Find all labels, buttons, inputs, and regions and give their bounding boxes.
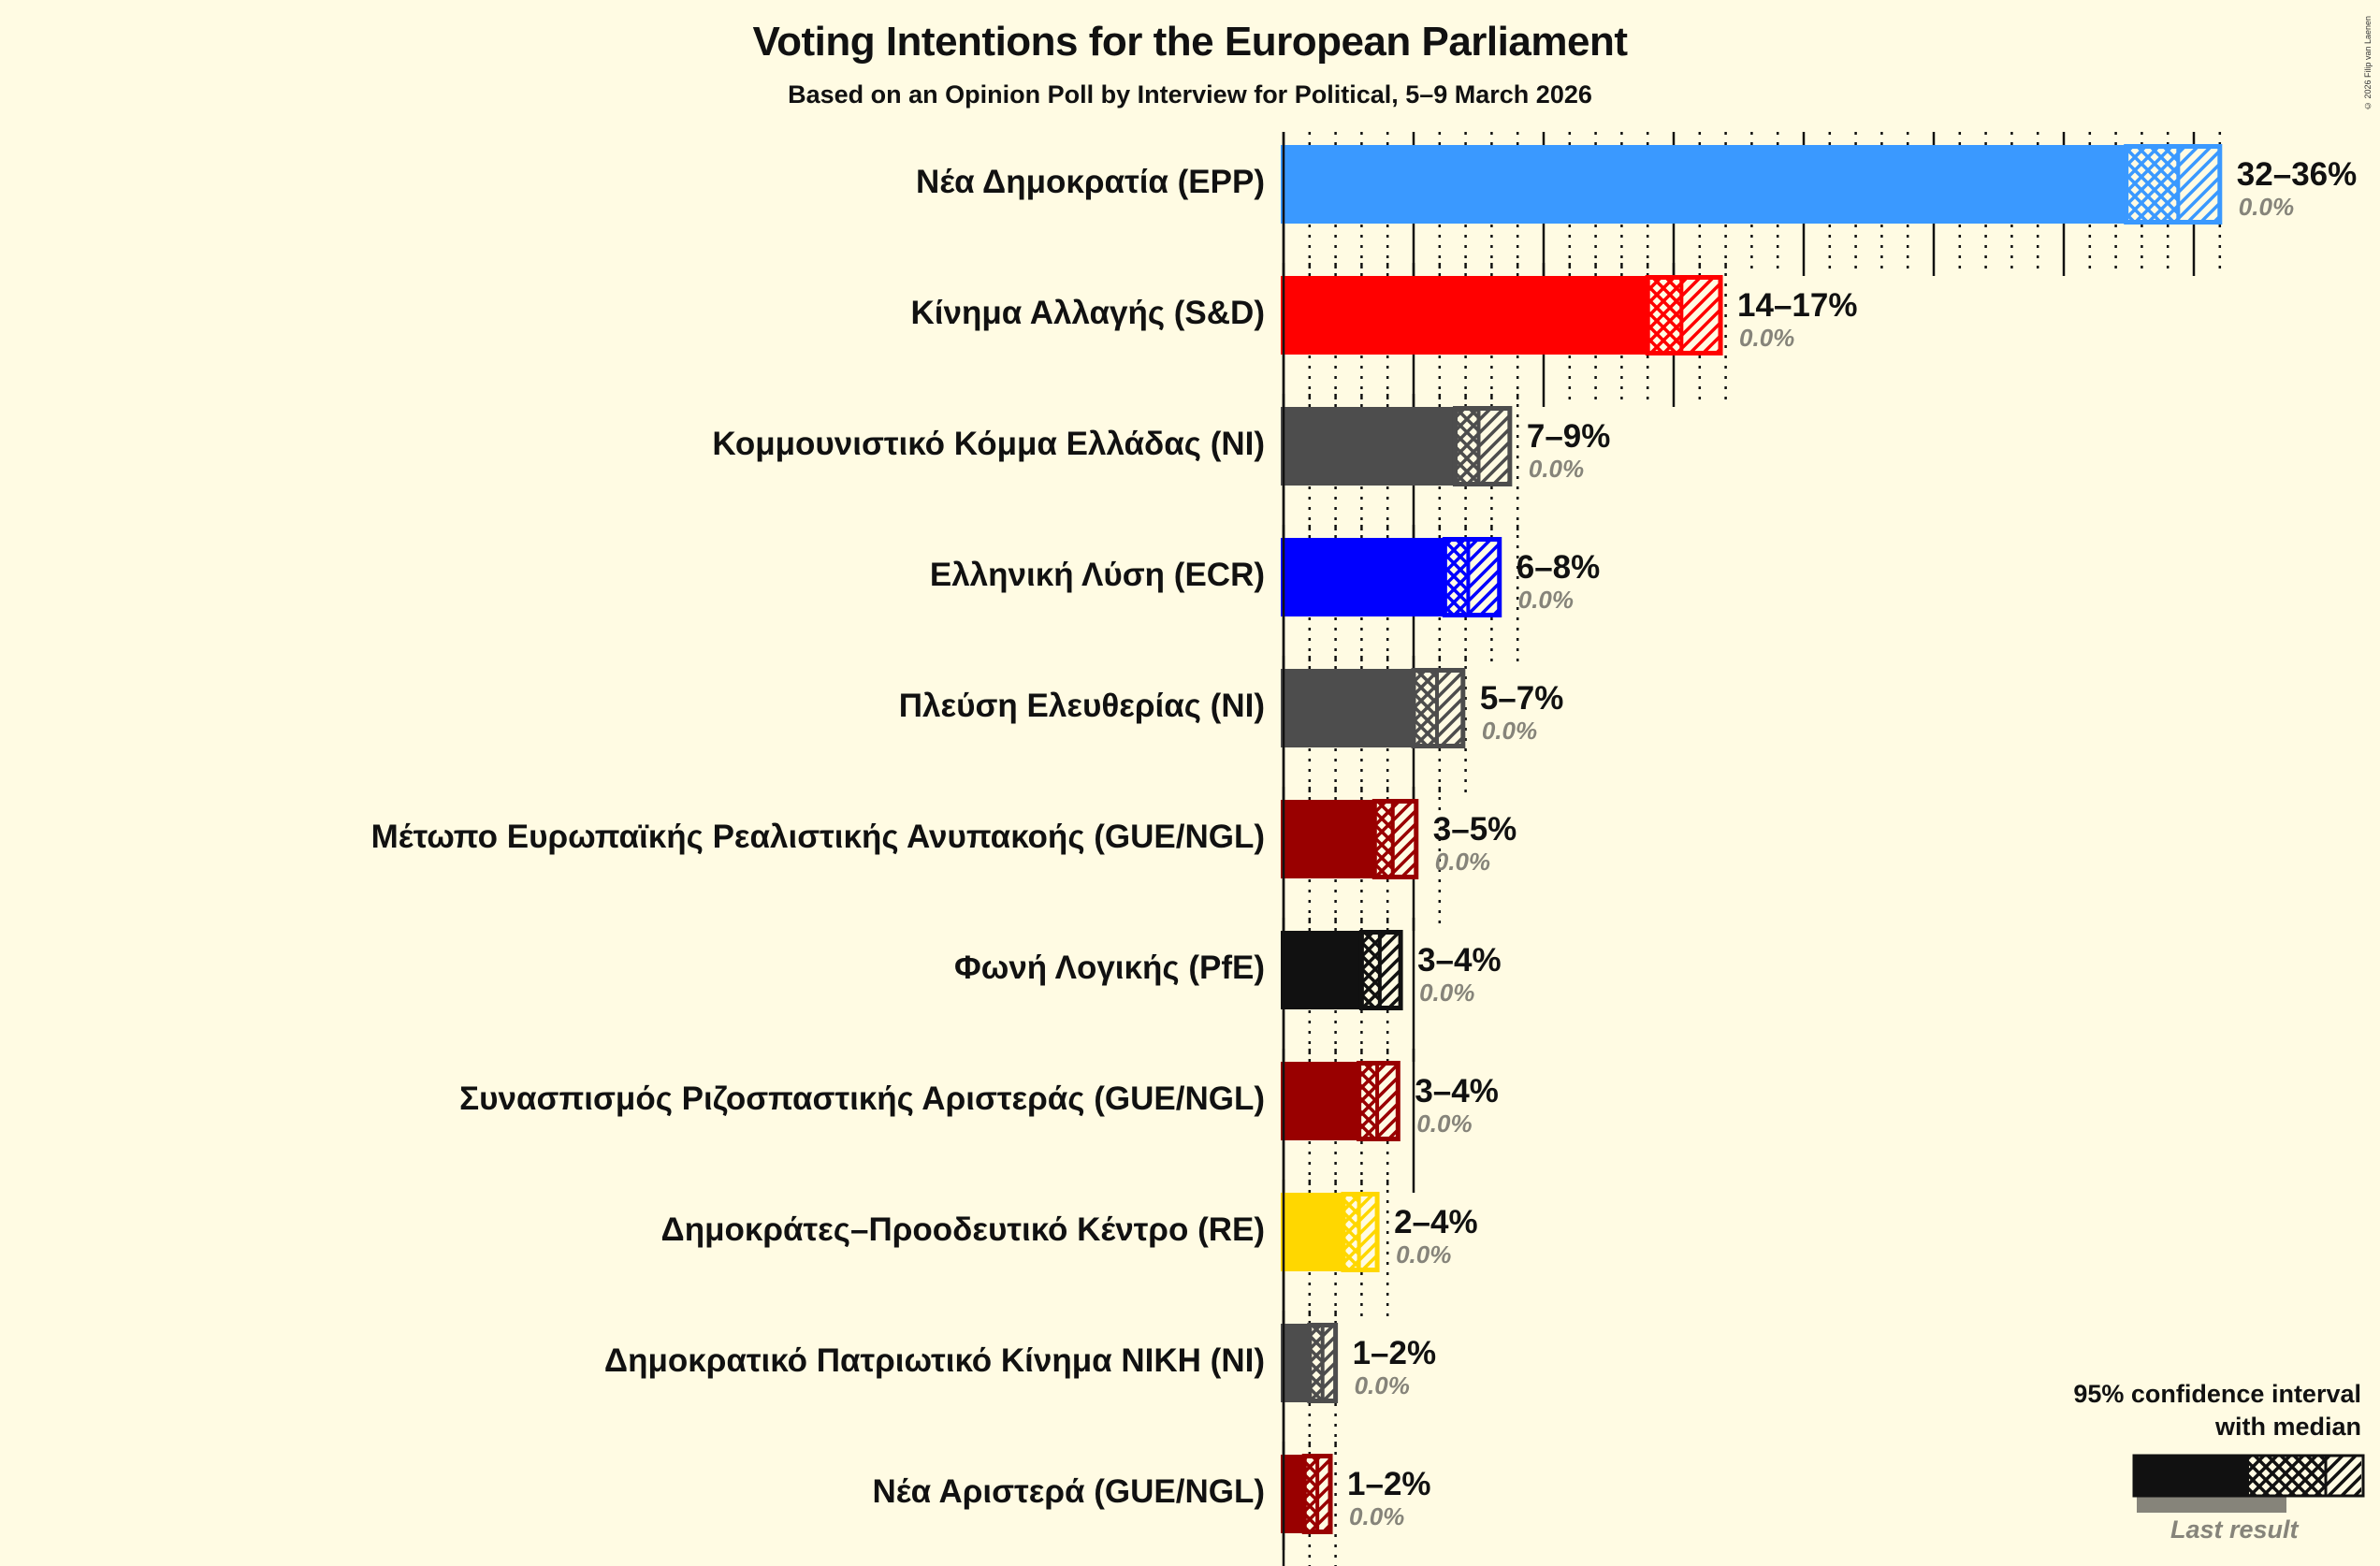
- bar-ci-lower: [1374, 803, 1393, 876]
- bar-row: [1281, 1454, 1333, 1534]
- bar-solid: [1281, 145, 2126, 224]
- bar-row: [1281, 1323, 1339, 1403]
- bar-ci-lower: [1361, 934, 1380, 1007]
- legend-title: 95% confidence interval with median: [2073, 1378, 2361, 1443]
- bar-solid: [1281, 538, 1445, 616]
- range-label: 32–36%: [2236, 156, 2358, 193]
- range-label: 3–5%: [1432, 811, 1517, 848]
- bar-ci-upper: [1478, 410, 1510, 483]
- party-label: Δημοκρατικό Πατριωτικό Κίνημα ΝΙΚΗ (NI): [603, 1342, 1265, 1379]
- bar-ci-lower: [1455, 410, 1479, 483]
- bar-solid: [1281, 931, 1362, 1009]
- bar-ci-lower: [1647, 279, 1682, 352]
- bar-row: [1281, 406, 1513, 486]
- bar-ci-lower: [1304, 1457, 1318, 1530]
- bar-row: [1281, 275, 1723, 355]
- range-label: 2–4%: [1394, 1204, 1478, 1240]
- bar-ci-upper: [1322, 1327, 1336, 1399]
- legend-title-line1: 95% confidence interval: [2073, 1380, 2361, 1408]
- bar-ci-lower: [1342, 1196, 1359, 1269]
- last-result-label: 0.0%: [1739, 324, 1795, 352]
- range-label: 5–7%: [1479, 680, 1564, 717]
- bar-ci-lower: [1414, 672, 1438, 745]
- last-result-label: 0.0%: [1528, 455, 1585, 483]
- last-result-label: 0.0%: [1354, 1371, 1410, 1399]
- last-result-label: 0.0%: [1434, 848, 1491, 876]
- bar-solid: [1281, 800, 1375, 878]
- bar-ci-upper: [1379, 934, 1401, 1007]
- bar-ci-upper: [1317, 1457, 1331, 1530]
- party-label: Ελληνική Λύση (ECR): [929, 557, 1265, 593]
- range-label: 7–9%: [1526, 418, 1611, 455]
- bar-solid: [1281, 1324, 1310, 1402]
- party-label: Νέα Αριστερά (GUE/NGL): [872, 1473, 1266, 1510]
- last-result-label: 0.0%: [1416, 1109, 1473, 1138]
- last-result-label: 0.0%: [1349, 1502, 1405, 1530]
- bar-ci-upper: [1358, 1196, 1378, 1269]
- bar-ci-upper: [2178, 148, 2220, 221]
- last-result-label: 0.0%: [1481, 717, 1538, 745]
- range-label: 14–17%: [1737, 287, 1858, 324]
- last-result-label: 0.0%: [1396, 1240, 1452, 1269]
- bar-ci-upper: [1437, 672, 1463, 745]
- bar-ci-upper: [1392, 803, 1416, 876]
- party-label: Φωνή Λογικής (PfE): [954, 950, 1265, 986]
- range-label: 3–4%: [1417, 942, 1502, 979]
- bar-row: [1281, 537, 1502, 617]
- bar-ci-lower: [2126, 148, 2179, 221]
- legend-last-result-bar: [2137, 1497, 2286, 1513]
- legend-title-line2: with median: [2214, 1413, 2361, 1441]
- bar-row: [1281, 799, 1419, 879]
- party-label: Συνασπισμός Ριζοσπαστικής Αριστεράς (GUE…: [459, 1080, 1265, 1117]
- party-label: Μέτωπο Ευρωπαϊκής Ρεαλιστικής Ανυπακοής …: [370, 819, 1265, 855]
- party-label: Δημοκράτες–Προοδευτικό Κέντρο (RE): [660, 1211, 1265, 1248]
- last-result-label: 0.0%: [1517, 586, 1574, 614]
- bar-ci-upper: [1377, 1065, 1399, 1138]
- range-label: 1–2%: [1352, 1335, 1437, 1371]
- chart-title: Voting Intentions for the European Parli…: [752, 19, 1628, 65]
- bar-row: [1281, 930, 1403, 1010]
- last-result-label: 0.0%: [1419, 979, 1475, 1007]
- legend-last-result-label: Last result: [2170, 1515, 2299, 1544]
- bar-ci-upper: [1468, 541, 1500, 614]
- bar-solid: [1281, 1193, 1343, 1271]
- bar-row: [1281, 144, 2223, 225]
- bar-solid: [1281, 669, 1414, 747]
- party-label: Κομμουνιστικό Κόμμα Ελλάδας (NI): [712, 426, 1265, 462]
- range-label: 1–2%: [1347, 1466, 1431, 1502]
- party-label: Πλεύση Ελευθερίας (NI): [898, 688, 1265, 724]
- bar-row: [1281, 1061, 1400, 1141]
- chart-subtitle: Based on an Opinion Poll by Interview fo…: [788, 80, 1592, 109]
- range-label: 6–8%: [1516, 549, 1601, 586]
- party-label: Κίνημα Αλλαγής (S&D): [910, 295, 1265, 331]
- bar-solid: [1281, 276, 1648, 355]
- bar-ci-lower: [1309, 1327, 1323, 1399]
- last-result-label: 0.0%: [2238, 193, 2295, 221]
- party-label: Νέα Δημοκρατία (EPP): [916, 164, 1265, 200]
- legend-sample-bar: [2132, 1454, 2365, 1513]
- bar-solid: [1281, 407, 1456, 486]
- bar-solid: [1281, 1062, 1359, 1140]
- bar-row: [1281, 668, 1466, 748]
- range-label: 3–4%: [1415, 1073, 1499, 1109]
- bar-row: [1281, 1192, 1380, 1272]
- bar-ci-lower: [1444, 541, 1469, 614]
- bar-ci-upper: [1681, 279, 1721, 352]
- bar-ci-lower: [1358, 1065, 1378, 1138]
